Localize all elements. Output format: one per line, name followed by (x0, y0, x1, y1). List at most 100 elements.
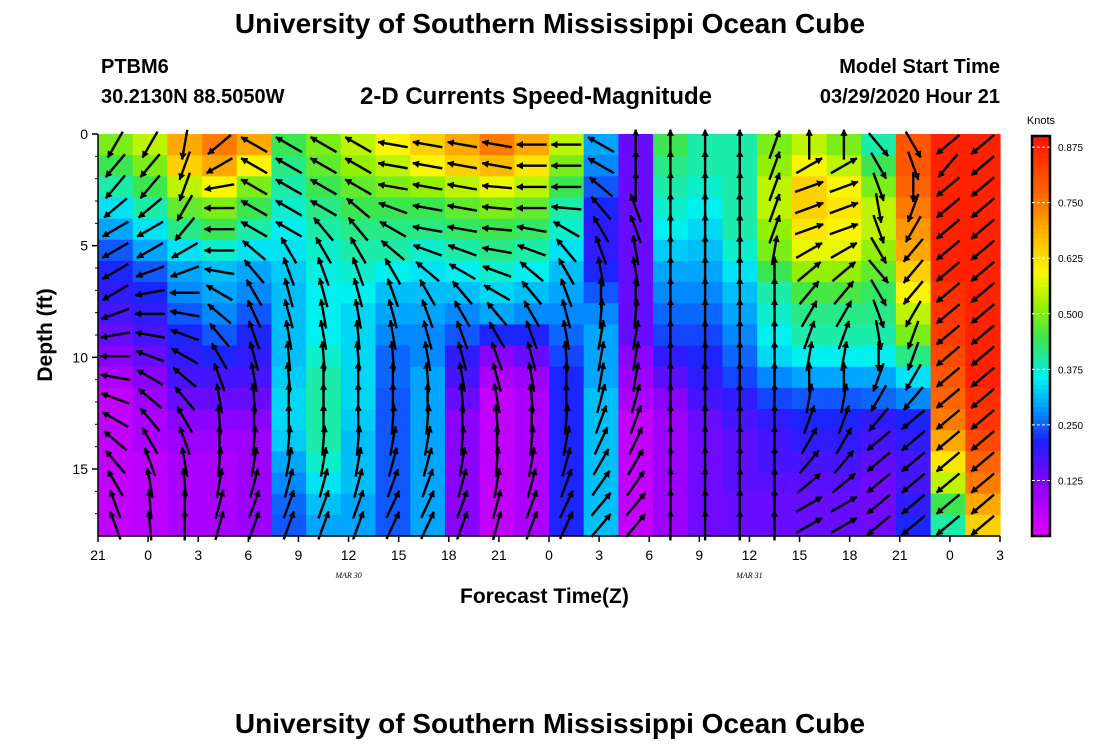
current-vector (902, 386, 924, 411)
current-vector (275, 199, 303, 217)
current-vector (483, 284, 511, 302)
colorbar-segment (1032, 518, 1050, 524)
current-vector (768, 214, 782, 244)
current-vector (901, 514, 926, 537)
current-vector (970, 493, 995, 515)
current-vector (935, 324, 961, 346)
current-vector (516, 183, 547, 191)
current-vector (389, 425, 399, 456)
current-vector (590, 513, 612, 538)
current-vector (629, 214, 643, 244)
current-vector (550, 161, 582, 170)
current-vector (137, 387, 163, 410)
current-vector (631, 340, 641, 372)
current-vector (870, 236, 888, 264)
model-start-value: 03/29/2020 Hour 21 (819, 86, 1000, 108)
current-vector (317, 277, 329, 308)
current-vector (935, 176, 961, 198)
current-vector (550, 183, 582, 191)
current-vector (631, 319, 641, 351)
colorbar-segment (1032, 300, 1050, 306)
current-vector (412, 160, 443, 170)
current-vector (204, 266, 235, 276)
current-vector (794, 201, 824, 215)
current-vector (527, 446, 537, 477)
colorbar-tick-label: 0.875 (1058, 143, 1083, 154)
colorbar-segment (1032, 478, 1050, 484)
current-vector (630, 235, 640, 266)
colorbar-segment (1032, 273, 1050, 279)
colorbar-segment (1032, 287, 1050, 293)
colorbar-segment (1032, 344, 1050, 350)
colorbar-segment (1032, 509, 1050, 515)
current-vector (108, 489, 122, 519)
current-vector (455, 320, 469, 350)
current-vector (351, 489, 365, 519)
current-vector (481, 160, 512, 170)
colorbar-segment (1032, 189, 1050, 195)
current-vector (134, 329, 166, 339)
current-vector (320, 425, 329, 456)
current-vector (902, 280, 924, 305)
current-vector (285, 425, 294, 456)
colorbar-segment (1032, 464, 1050, 470)
current-vector (597, 340, 607, 372)
current-vector (384, 257, 402, 286)
current-vector (240, 199, 268, 217)
current-vector (319, 446, 329, 477)
current-vector (481, 182, 513, 190)
current-vectors (99, 129, 995, 541)
current-vector (174, 386, 196, 411)
current-vector (215, 467, 225, 499)
current-vector (493, 467, 503, 499)
current-vector (100, 331, 131, 341)
current-vector (805, 383, 815, 414)
current-vector (420, 511, 435, 540)
x-tick-label: 9 (295, 547, 303, 563)
current-vector (866, 472, 891, 494)
current-vector (906, 341, 920, 371)
current-vector (282, 510, 296, 540)
current-vector (412, 224, 443, 233)
current-vector (352, 277, 364, 308)
colorbar-segment (1032, 367, 1050, 373)
colorbar-tick-label: 0.250 (1058, 421, 1083, 432)
current-vector (494, 446, 502, 478)
current-vector (596, 383, 607, 414)
current-vector (935, 366, 961, 388)
current-vector (562, 425, 572, 456)
current-vector (415, 260, 440, 283)
colorbar-segment (1032, 153, 1050, 159)
current-vector (560, 298, 572, 329)
current-vector (316, 256, 330, 287)
current-vector (867, 407, 890, 432)
chart-subtitle: 2-D Currents Speed-Magnitude (360, 83, 713, 110)
current-vector (590, 492, 612, 517)
current-vector (447, 243, 477, 257)
colorbar-tick-label: 0.625 (1058, 254, 1083, 265)
current-vector (275, 178, 303, 196)
current-vector (517, 243, 547, 257)
chart-title: University of Southern Mississippi Ocean… (234, 8, 866, 39)
colorbar-segment (1032, 402, 1050, 408)
current-vector (906, 151, 920, 181)
x-tick-label: 21 (491, 547, 507, 563)
current-vector (207, 133, 232, 156)
current-vector (172, 366, 197, 388)
current-vector (525, 510, 539, 540)
current-vector (386, 468, 400, 498)
current-vector (516, 204, 547, 212)
colorbar-segment (1032, 442, 1050, 448)
colorbar-segment (1032, 171, 1050, 177)
current-vector (486, 301, 508, 327)
current-vector (139, 153, 161, 178)
current-vector (970, 155, 995, 177)
colorbar-segment (1032, 313, 1050, 319)
colorbar-segment (1032, 438, 1050, 444)
colorbar-segment (1032, 198, 1050, 204)
current-vector (935, 218, 961, 240)
colorbar-segment (1032, 167, 1050, 173)
current-vector (312, 216, 335, 242)
current-vector (901, 472, 926, 494)
